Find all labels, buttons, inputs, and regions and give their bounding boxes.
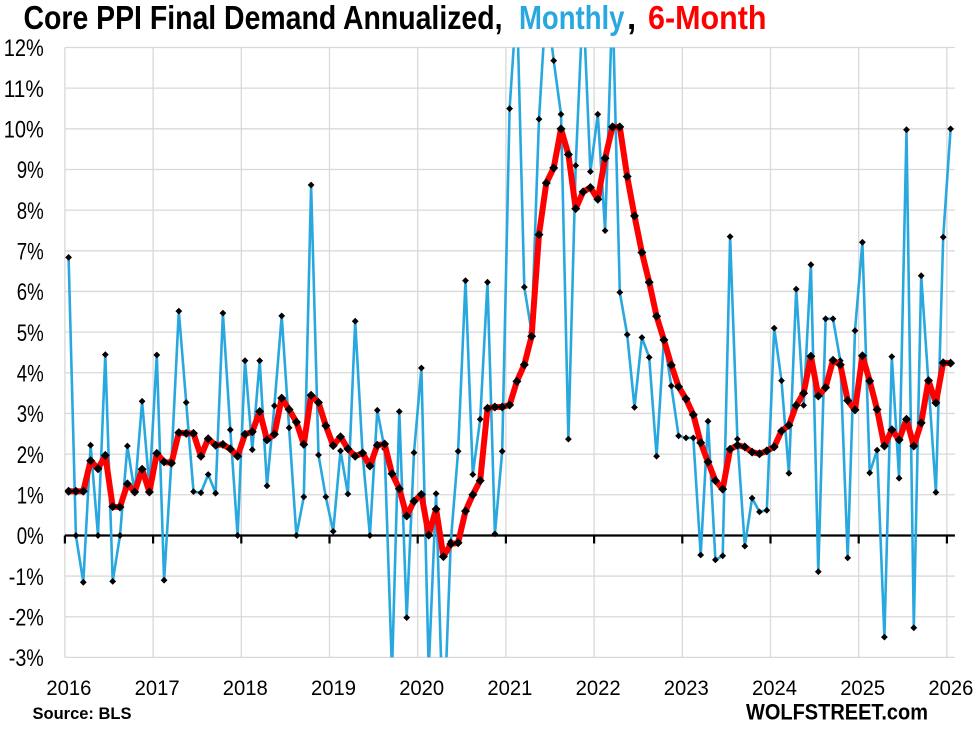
- svg-text:2025: 2025: [840, 676, 885, 700]
- svg-text:3%: 3%: [17, 401, 44, 428]
- svg-text:6%: 6%: [17, 279, 44, 306]
- svg-text:,: ,: [627, 0, 636, 36]
- svg-text:2024: 2024: [752, 676, 797, 700]
- svg-text:WOLFSTREET.com: WOLFSTREET.com: [746, 700, 928, 725]
- svg-text:2017: 2017: [135, 676, 180, 700]
- svg-text:Core PPI Final Demand Annualiz: Core PPI Final Demand Annualized,: [24, 0, 503, 36]
- svg-text:0%: 0%: [17, 523, 44, 550]
- svg-text:12%: 12%: [4, 35, 44, 62]
- svg-text:5%: 5%: [17, 320, 44, 347]
- svg-text:-3%: -3%: [9, 645, 44, 672]
- svg-text:8%: 8%: [17, 198, 44, 225]
- svg-text:-2%: -2%: [9, 604, 44, 631]
- svg-text:2%: 2%: [17, 442, 44, 469]
- svg-text:1%: 1%: [17, 483, 44, 510]
- svg-text:Monthly: Monthly: [519, 0, 625, 36]
- svg-text:2023: 2023: [664, 676, 709, 700]
- svg-text:-1%: -1%: [9, 564, 44, 591]
- svg-text:2018: 2018: [223, 676, 268, 700]
- svg-text:2019: 2019: [311, 676, 356, 700]
- svg-text:2021: 2021: [487, 676, 532, 700]
- svg-text:2026: 2026: [928, 676, 973, 700]
- svg-text:4%: 4%: [17, 361, 44, 388]
- svg-text:10%: 10%: [4, 117, 44, 144]
- svg-text:2020: 2020: [399, 676, 444, 700]
- svg-text:Source: BLS: Source: BLS: [33, 704, 132, 723]
- svg-text:7%: 7%: [17, 239, 44, 266]
- svg-text:6-Month: 6-Month: [648, 0, 767, 36]
- svg-text:11%: 11%: [4, 76, 44, 103]
- svg-text:9%: 9%: [17, 157, 44, 184]
- svg-text:2022: 2022: [576, 676, 621, 700]
- svg-text:2016: 2016: [46, 676, 91, 700]
